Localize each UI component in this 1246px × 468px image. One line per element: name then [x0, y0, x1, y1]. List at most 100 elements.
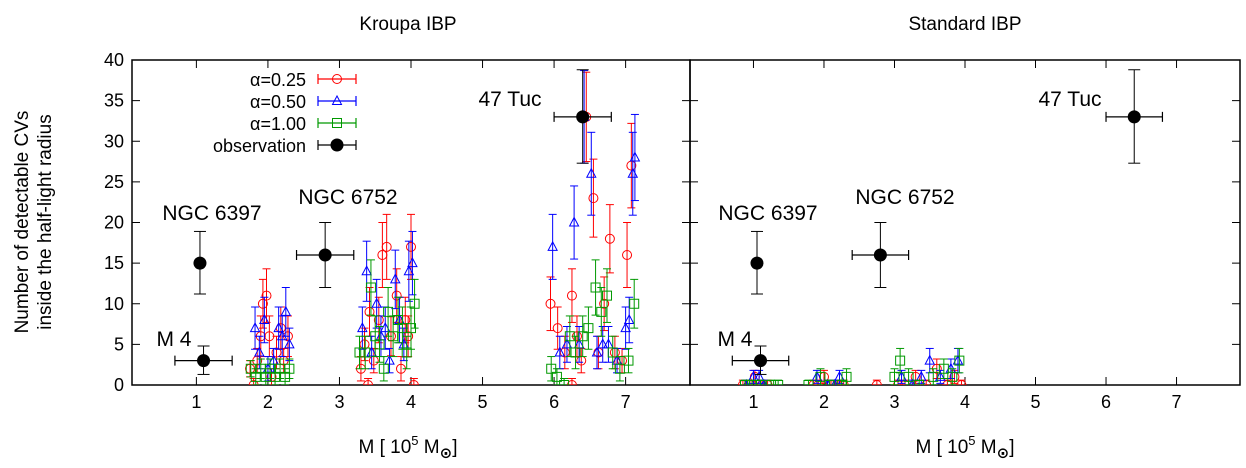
square-point [388, 331, 399, 342]
x-tick-label: 4 [960, 392, 970, 412]
observation-point [576, 110, 590, 124]
triangle-point [259, 313, 270, 324]
triangle-point [591, 346, 603, 357]
circle-point [566, 290, 577, 301]
square-point [755, 380, 766, 385]
x-tick-label: 2 [263, 392, 273, 412]
y-tick-label: 0 [114, 375, 124, 395]
x-axis-label-exponent: 5 [968, 433, 975, 448]
x-axis-label-sun-symbol: ⊙ [440, 445, 453, 462]
triangle-point [371, 297, 382, 308]
y-tick-label: 25 [104, 172, 124, 192]
triangle-point [924, 354, 936, 365]
legend-label: observation [213, 136, 306, 156]
triangle-point [361, 265, 372, 276]
series-filled-circle [174, 69, 612, 375]
square-point [570, 347, 581, 358]
square-point [903, 371, 914, 382]
data-layer [174, 69, 641, 385]
square-point [928, 371, 939, 382]
y-tick-label: 35 [104, 91, 124, 111]
circle-point [381, 241, 392, 252]
legend-swatch-marker [331, 94, 343, 105]
data-layer [731, 69, 1164, 385]
triangle-point [568, 216, 580, 227]
x-axis-label-close: ] [1009, 437, 1014, 458]
triangle-point [273, 322, 284, 333]
x-tick-label: 7 [1172, 392, 1182, 412]
circle-point [248, 380, 259, 385]
square-point [803, 380, 814, 385]
x-axis-label-main: M [ 10 [358, 437, 411, 458]
observation-point [197, 354, 211, 368]
x-axis-label-sun-symbol: ⊙ [997, 445, 1010, 462]
square-point [815, 371, 826, 382]
series-square [740, 347, 965, 385]
panel-title-kroupa: Kroupa IBP [359, 14, 456, 35]
y-axis-label-line2: inside the half-light radius [35, 114, 56, 329]
square-point [374, 339, 385, 350]
x-tick-label: 1 [191, 392, 201, 412]
circle-point [910, 371, 921, 382]
square-point [954, 355, 965, 366]
circle-point [871, 380, 882, 385]
square-point [895, 355, 906, 366]
square-point [365, 282, 376, 293]
y-tick-label: 30 [104, 131, 124, 151]
x-axis-label-unit: M [419, 437, 440, 458]
cluster-label: NGC 6752 [855, 186, 954, 209]
y-axis-label: Number of detectable CVs inside the half… [12, 111, 56, 334]
square-point [889, 371, 900, 382]
square-point [383, 306, 394, 317]
triangle-point [554, 346, 566, 357]
y-tick-label: 10 [104, 294, 124, 314]
legend-swatch-marker [332, 118, 342, 128]
x-tick-label: 3 [889, 392, 899, 412]
legend-swatch-marker [332, 74, 342, 84]
x-tick-label: 6 [1101, 392, 1111, 412]
circle-point [261, 290, 272, 301]
x-axis-label-main: M [ 10 [915, 437, 968, 458]
triangle-point [389, 273, 401, 284]
panel-title-standard: Standard IBP [908, 14, 1021, 35]
y-axis-label-line1: Number of detectable CVs [12, 111, 33, 334]
triangle-point [249, 322, 261, 333]
square-point [354, 347, 365, 358]
square-point [378, 363, 389, 374]
square-point [914, 380, 925, 385]
square-point [773, 380, 784, 385]
circle-point [552, 323, 563, 334]
circle-point [364, 306, 375, 317]
triangle-point [403, 265, 415, 276]
observation-point [318, 248, 332, 262]
cluster-label: 47 Tuc [478, 88, 541, 111]
y-tick-label: 15 [104, 253, 124, 273]
circle-point [363, 380, 374, 385]
x-axis-label-kroupa: M [ 105 M⊙] [358, 433, 457, 462]
triangle-point [597, 338, 609, 349]
y-tick-label: 40 [104, 50, 124, 70]
x-axis-label-standard: M [ 105 M⊙] [915, 433, 1014, 462]
triangle-point [357, 322, 368, 333]
circle-point [588, 193, 599, 204]
circle-point [545, 298, 556, 309]
circle-point [622, 250, 633, 260]
triangle-point [547, 240, 558, 251]
circle-point [406, 241, 416, 252]
observation-point [754, 354, 768, 368]
square-point [596, 306, 607, 317]
cluster-label: NGC 6397 [162, 202, 261, 225]
triangle-point [585, 167, 597, 178]
square-point [284, 363, 295, 374]
triangle-point [629, 151, 641, 162]
cluster-label: M 4 [156, 328, 191, 351]
square-point [747, 380, 758, 385]
square-point [559, 380, 570, 385]
triangle-point [280, 305, 292, 316]
x-axis-label-exponent: 5 [411, 433, 418, 448]
triangle-point [384, 354, 395, 365]
square-point [947, 371, 958, 382]
series-filled-circle [731, 69, 1164, 375]
cluster-label: 47 Tuc [1038, 88, 1101, 111]
